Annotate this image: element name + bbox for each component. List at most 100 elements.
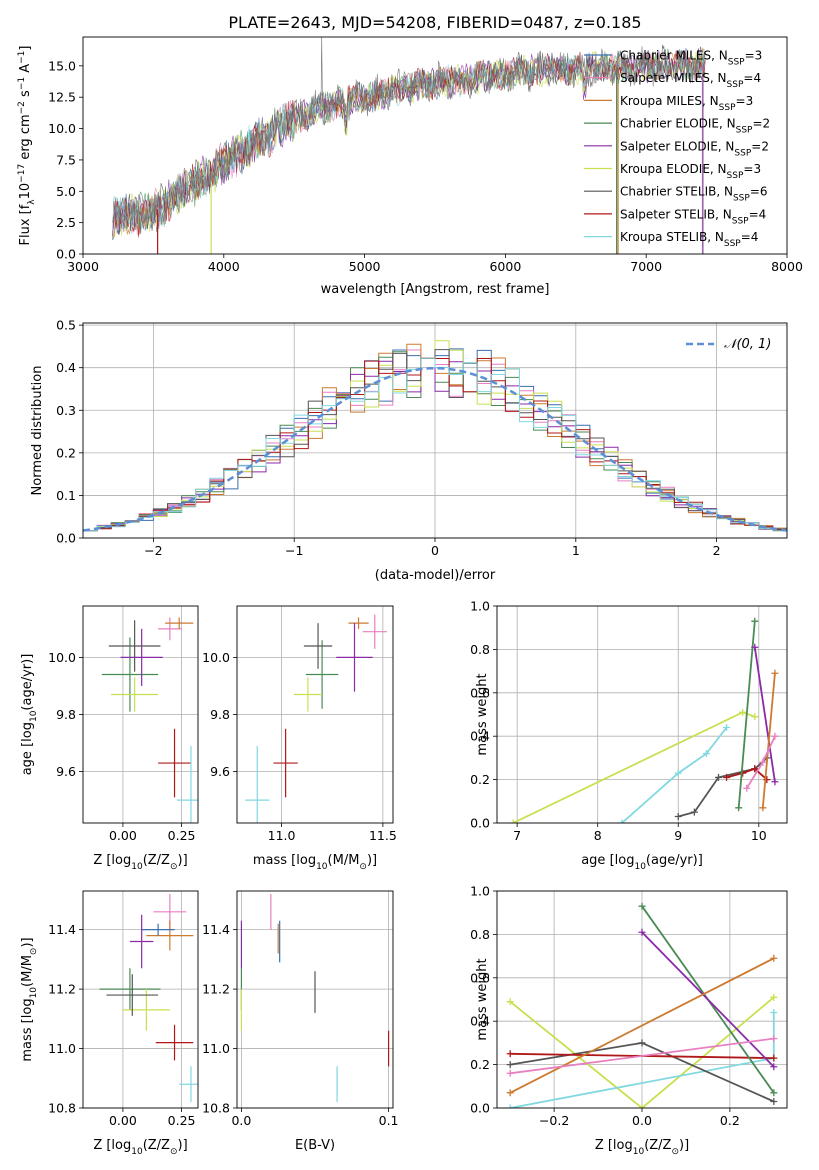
weight_z-series-marker <box>506 1069 514 1077</box>
spectrum-legend-label-part: SSP <box>724 239 741 249</box>
z_mass-ytick-label: 11.0 <box>48 1041 76 1056</box>
z_age-ytick-label: 10.0 <box>48 650 76 665</box>
weight_age-xlabel: age [log10(age/yr)] <box>581 853 703 872</box>
weight_age-xlabel-part: (age/yr)] <box>646 853 703 868</box>
spectrum-legend-label: Chabrier ELODIE, NSSP=2 <box>620 117 770 136</box>
residuals-ylabel: Normed distribution <box>30 366 45 496</box>
z_mass-ytick-label: 11.4 <box>48 922 76 937</box>
weight_age-ytick-label: 0.2 <box>470 772 490 787</box>
weight_z-xlabel: Z [log10(Z/Z⊙)] <box>595 1138 689 1157</box>
spectrum-ylabel-part: s <box>18 90 33 101</box>
z_age-ylabel-part: age [log <box>20 722 35 775</box>
weight_age-xtick-label: 7 <box>513 828 521 843</box>
z_age-ylabel: age [log10(age/yr)] <box>20 654 39 776</box>
weight_z-series-marker <box>770 1054 778 1062</box>
weight_z-series-marker <box>770 993 778 1001</box>
weight_age-series-line <box>621 726 728 823</box>
spectrum-legend-label-part: SSP <box>719 103 736 113</box>
weight_z-ytick-label: 0.0 <box>470 1101 490 1116</box>
spectrum-xtick-label: 6000 <box>489 259 521 274</box>
spectrum-legend-label: Salpeter STELIB, NSSP=4 <box>620 207 766 226</box>
z_mass-ytick-label: 10.8 <box>48 1101 76 1116</box>
spectrum-ylabel-part: −2 <box>17 101 27 114</box>
spectrum-ylabel-part: λ <box>27 199 37 205</box>
weight_age-series-marker <box>674 812 682 820</box>
z_mass-frame <box>82 890 199 1109</box>
z_mass-xlabel-part: (Z/Z <box>143 1138 170 1153</box>
z_mass-ylabel-part: )] <box>20 937 35 947</box>
weight_age-ytick-label: 0.6 <box>470 685 490 700</box>
weight_z-frame <box>496 890 788 1109</box>
weight_age-ytick-label: 1.0 <box>470 599 490 614</box>
weight_z-ytick-label: 0.6 <box>470 970 490 985</box>
spectrum-ylabel-part: −17 <box>17 164 27 183</box>
z_mass-ylabel: mass [log10(M/M⊙)] <box>20 937 39 1061</box>
spectrum-xlabel: wavelength [Angstrom, rest frame] <box>321 282 550 297</box>
spectrum-legend-label-part: =4 <box>743 71 761 85</box>
mass_age-xlabel-part: (M/M <box>328 853 360 868</box>
spectrum-legend-label-part: =2 <box>751 139 769 153</box>
mass_age-ytick-label: 9.8 <box>210 707 230 722</box>
spectrum-ylabel-part: A <box>18 64 33 77</box>
spectrum-legend-label-part: Salpeter ELODIE, N <box>620 139 734 153</box>
weight_z-series-line <box>509 957 775 1094</box>
z_mass-xtick-label: 0.25 <box>168 1113 196 1128</box>
weight_age-xtick-label: 10 <box>751 828 767 843</box>
spectrum-legend-label-part: SSP <box>734 148 751 158</box>
spectrum-legend-label: Kroupa STELIB, NSSP=4 <box>620 230 758 249</box>
weight_z-ytick-label: 1.0 <box>470 884 490 899</box>
mass_age-xtick-label: 11.0 <box>268 828 296 843</box>
spectrum-xtick-label: 5000 <box>349 259 381 274</box>
residuals-xtick-label: 0 <box>431 543 439 558</box>
weight_z-series-marker <box>506 1104 514 1108</box>
z_mass-ylabel-part: ⊙ <box>29 948 39 956</box>
z_age-ytick-label: 9.8 <box>56 707 76 722</box>
z_mass-xtick-label: 0.00 <box>109 1113 137 1128</box>
spectrum-legend-label-part: =4 <box>749 207 767 221</box>
spectrum-legend-label-part: SSP <box>727 171 744 181</box>
z_age-panel: 0.00 0.259.69.810.0Z [log10(Z/Z⊙)]age [lo… <box>20 605 199 872</box>
weight_age-series-marker <box>759 758 767 766</box>
weight_age-xtick-label: 8 <box>594 828 602 843</box>
weight_age-ylabel: mass weight <box>475 673 490 755</box>
weight_age-series-marker <box>723 724 731 732</box>
weight_z-series-marker <box>770 1009 778 1017</box>
residuals-step-chabrier-stelib <box>83 349 787 532</box>
residuals-panel: −2 −1 0 1 2 0.0 0.1 0.2 0.3 0.4 0.5 𝒩(0, 1) (data-mo… <box>30 318 788 583</box>
spectrum-legend-label: Salpeter ELODIE, NSSP=2 <box>620 139 769 158</box>
residuals-ytick-label: 0.2 <box>56 445 76 460</box>
weight_age-series-marker <box>702 750 710 758</box>
weight_z-series-marker <box>770 1035 778 1043</box>
weight_z-series-line <box>509 996 775 1108</box>
weight_age-series-marker <box>735 804 743 812</box>
ebv_mass-panel: 0.0 0.1 10.8 11.0 11.2 11.4 E(B-V) <box>202 890 399 1153</box>
z_age-xlabel-part: ⊙ <box>170 862 178 872</box>
weight_age-series-marker <box>690 808 698 816</box>
spectrum-legend-label-part: SSP <box>727 80 744 90</box>
mass_age-points <box>245 614 387 823</box>
mass_age-xlabel-part: ⊙ <box>359 862 367 872</box>
weight_age-series-marker <box>759 804 767 812</box>
spectrum-legend-label-part: Chabrier MILES, N <box>620 49 728 63</box>
spectrum-lines <box>112 37 706 254</box>
z_mass-ytick-label: 11.2 <box>48 982 76 997</box>
weight_z-series-marker <box>506 998 514 1006</box>
spectrum-legend-label-part: Salpeter MILES, N <box>620 71 727 85</box>
residuals-ytick-label: 0.5 <box>56 318 76 333</box>
spectrum-ytick-label: 7.5 <box>56 152 76 167</box>
spectrum-ytick-label: 10.0 <box>48 121 76 136</box>
spectrum-legend-label-part: =4 <box>741 230 759 244</box>
z_mass-panel: 0.00 0.25 10.8 11.0 11.2 11.4 Z [log10(Z/Z⊙)] m… <box>20 890 199 1157</box>
spectrum-legend-label-part: Kroupa MILES, N <box>620 94 719 108</box>
weight_z-series-marker <box>770 1089 778 1097</box>
residuals-step-kroupa-stelib <box>83 357 787 532</box>
spectrum-legend-label: Kroupa ELODIE, NSSP=3 <box>620 162 761 181</box>
z_age-xlabel-part: Z [log <box>93 853 131 868</box>
weight_z-ylabel: mass weight <box>475 958 490 1040</box>
z_mass-xlabel: Z [log10(Z/Z⊙)] <box>93 1138 187 1157</box>
ebv_mass-xlabel-part: E(B-V) <box>295 1138 335 1153</box>
weight_age-xlabel-part: age [log <box>581 853 634 868</box>
weight_z-xlabel-part: )] <box>679 1138 689 1153</box>
weight_z-series-marker <box>770 1063 778 1071</box>
z_mass-xlabel-part: Z [log <box>93 1138 131 1153</box>
